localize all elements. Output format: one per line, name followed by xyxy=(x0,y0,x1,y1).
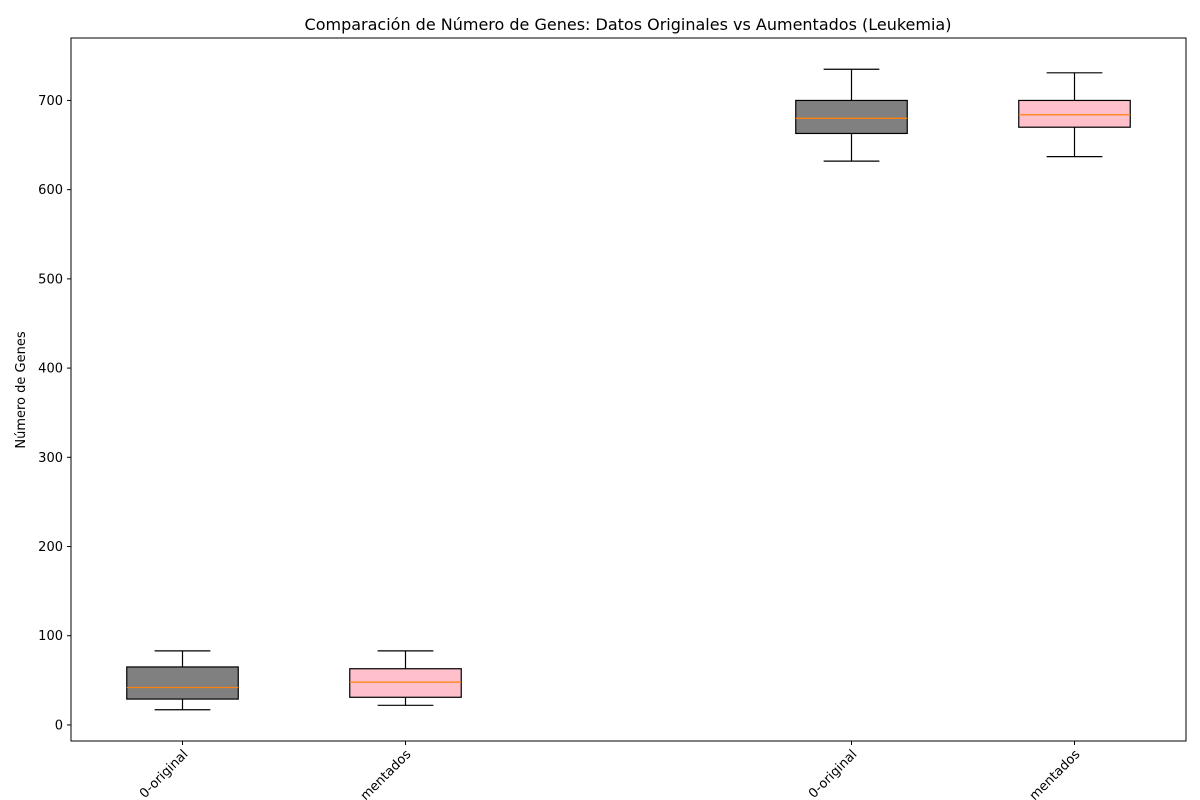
box-2 xyxy=(349,650,462,706)
x-tick-label: mentados xyxy=(358,747,415,800)
y-tick-label: 0 xyxy=(55,718,63,733)
y-tick-label: 700 xyxy=(38,94,63,109)
iqr-box xyxy=(349,668,462,698)
y-tick-label: 100 xyxy=(38,629,63,644)
box-group xyxy=(126,68,1131,711)
box-1 xyxy=(126,650,239,711)
y-tick-label: 500 xyxy=(38,272,63,287)
x-axis-ticks: 0-original mentados 0-original mentados xyxy=(137,741,1083,800)
y-tick-label: 600 xyxy=(38,183,63,198)
x-tick-label: 0-original xyxy=(137,747,191,800)
x-tick-label: 0-original xyxy=(806,747,860,800)
chart-title: Comparación de Número de Genes: Datos Or… xyxy=(305,15,952,34)
iqr-box xyxy=(795,99,908,135)
y-tick-label: 200 xyxy=(38,540,63,555)
box-4 xyxy=(1018,72,1131,158)
plot-frame xyxy=(70,37,1187,742)
y-tick-label: 400 xyxy=(38,362,63,377)
y-tick-label: 300 xyxy=(38,451,63,466)
y-axis-label: Número de Genes xyxy=(14,331,29,448)
iqr-box xyxy=(126,666,239,700)
iqr-box xyxy=(1018,99,1131,128)
x-tick-label: mentados xyxy=(1027,747,1084,800)
box-3 xyxy=(795,68,908,162)
y-axis-ticks: 0 100 200 300 400 500 600 700 xyxy=(38,94,71,733)
